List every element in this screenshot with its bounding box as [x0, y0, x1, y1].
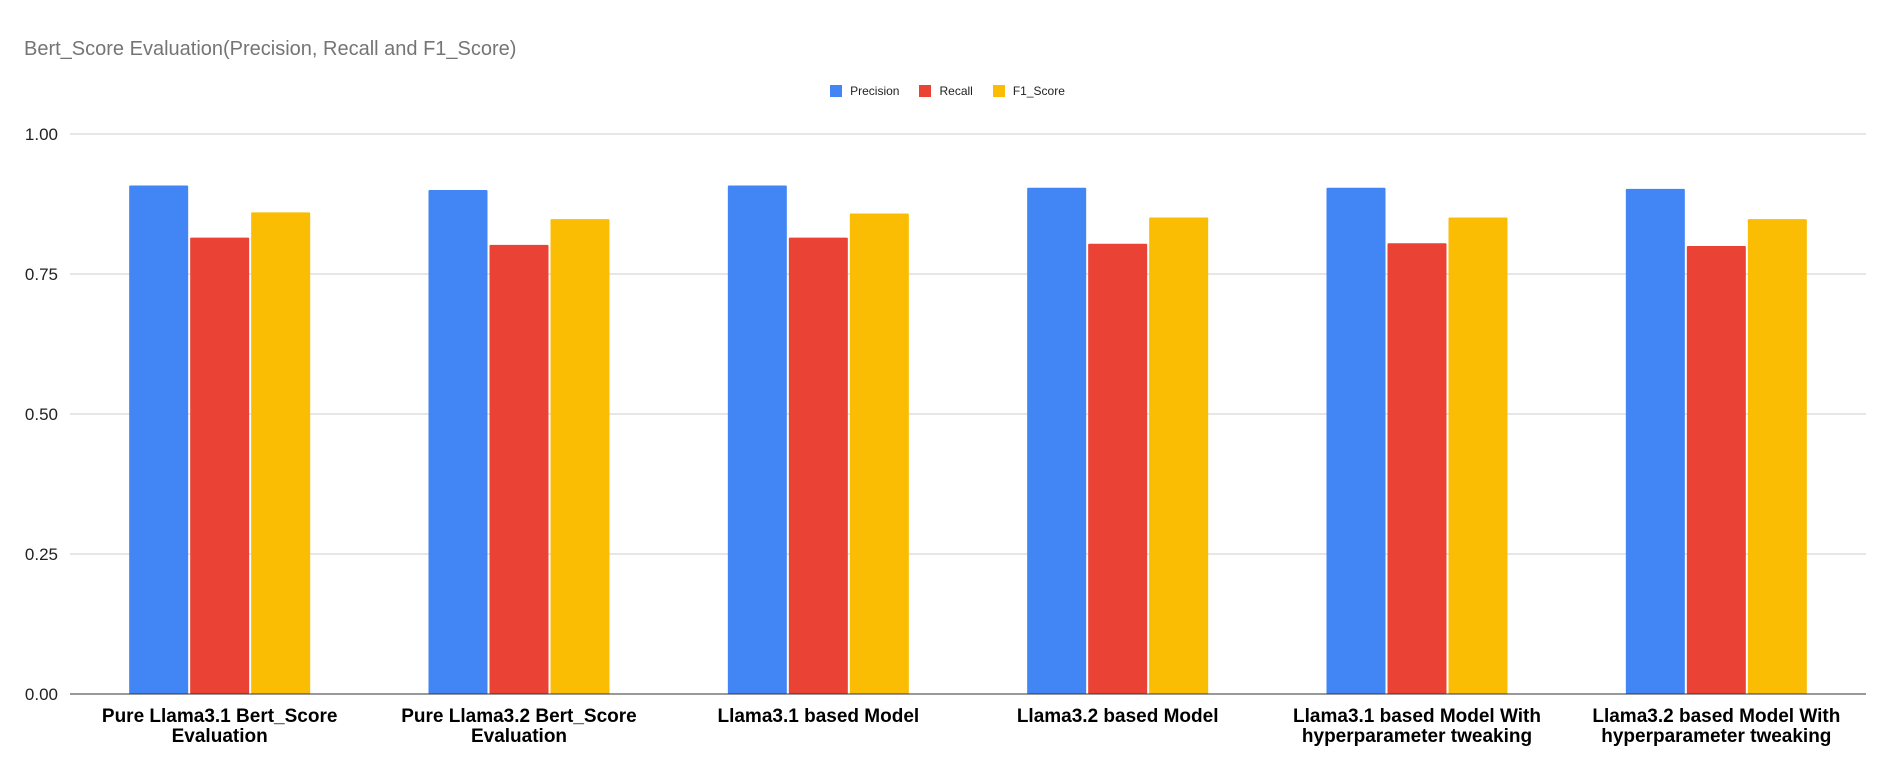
- bar-recall: [190, 237, 250, 694]
- bar-f1-score: [849, 213, 909, 694]
- bar-precision: [129, 185, 189, 694]
- y-tick-label: 0.75: [25, 265, 58, 284]
- bar-recall: [1387, 243, 1447, 694]
- x-tick-label: Llama3.2 based Model With: [1592, 706, 1840, 727]
- bar-f1-score: [1149, 217, 1209, 694]
- x-tick-label: Llama3.1 based Model With: [1293, 706, 1541, 727]
- y-tick-label: 0.25: [25, 545, 58, 564]
- bar-precision: [1326, 187, 1386, 694]
- legend-swatch-precision: [830, 85, 843, 97]
- x-tick-label: Evaluation: [471, 726, 567, 747]
- chart-title: Bert_Score Evaluation(Precision, Recall …: [24, 38, 517, 60]
- bar-precision: [727, 185, 787, 694]
- bar-f1-score: [550, 219, 610, 694]
- bar-recall: [489, 244, 549, 694]
- legend: Precision Recall F1_Score: [0, 84, 1895, 98]
- legend-swatch-f1-score: [992, 85, 1005, 97]
- bar-f1-score: [251, 212, 311, 694]
- x-tick-label: Llama3.1 based Model: [717, 706, 919, 727]
- legend-label-f1-score: F1_Score: [1012, 84, 1065, 98]
- bar-recall: [1088, 243, 1148, 694]
- bar-recall: [788, 237, 848, 694]
- x-tick-label: Evaluation: [172, 726, 268, 747]
- y-tick-label: 0.00: [25, 685, 58, 704]
- legend-label-recall: Recall: [939, 84, 973, 98]
- y-tick-label: 0.50: [25, 405, 58, 424]
- bar-precision: [1027, 187, 1087, 694]
- y-tick-label: 1.00: [25, 125, 58, 144]
- x-tick-label: hyperparameter tweaking: [1302, 726, 1532, 747]
- bar-f1-score: [1747, 219, 1807, 694]
- bar-f1-score: [1448, 217, 1508, 694]
- legend-item-f1-score: F1_Score: [992, 84, 1065, 98]
- x-tick-label: Llama3.2 based Model: [1017, 706, 1219, 727]
- bar-precision: [428, 190, 488, 694]
- legend-item-recall: Recall: [919, 84, 973, 98]
- bar-recall: [1686, 246, 1746, 694]
- legend-swatch-recall: [919, 85, 932, 97]
- x-tick-label: Pure Llama3.2 Bert_Score: [401, 706, 637, 727]
- legend-label-precision: Precision: [850, 84, 900, 98]
- legend-item-precision: Precision: [830, 84, 899, 98]
- x-tick-label: Pure Llama3.1 Bert_Score: [102, 706, 338, 727]
- x-tick-label: hyperparameter tweaking: [1601, 726, 1831, 747]
- bar-precision: [1625, 188, 1685, 694]
